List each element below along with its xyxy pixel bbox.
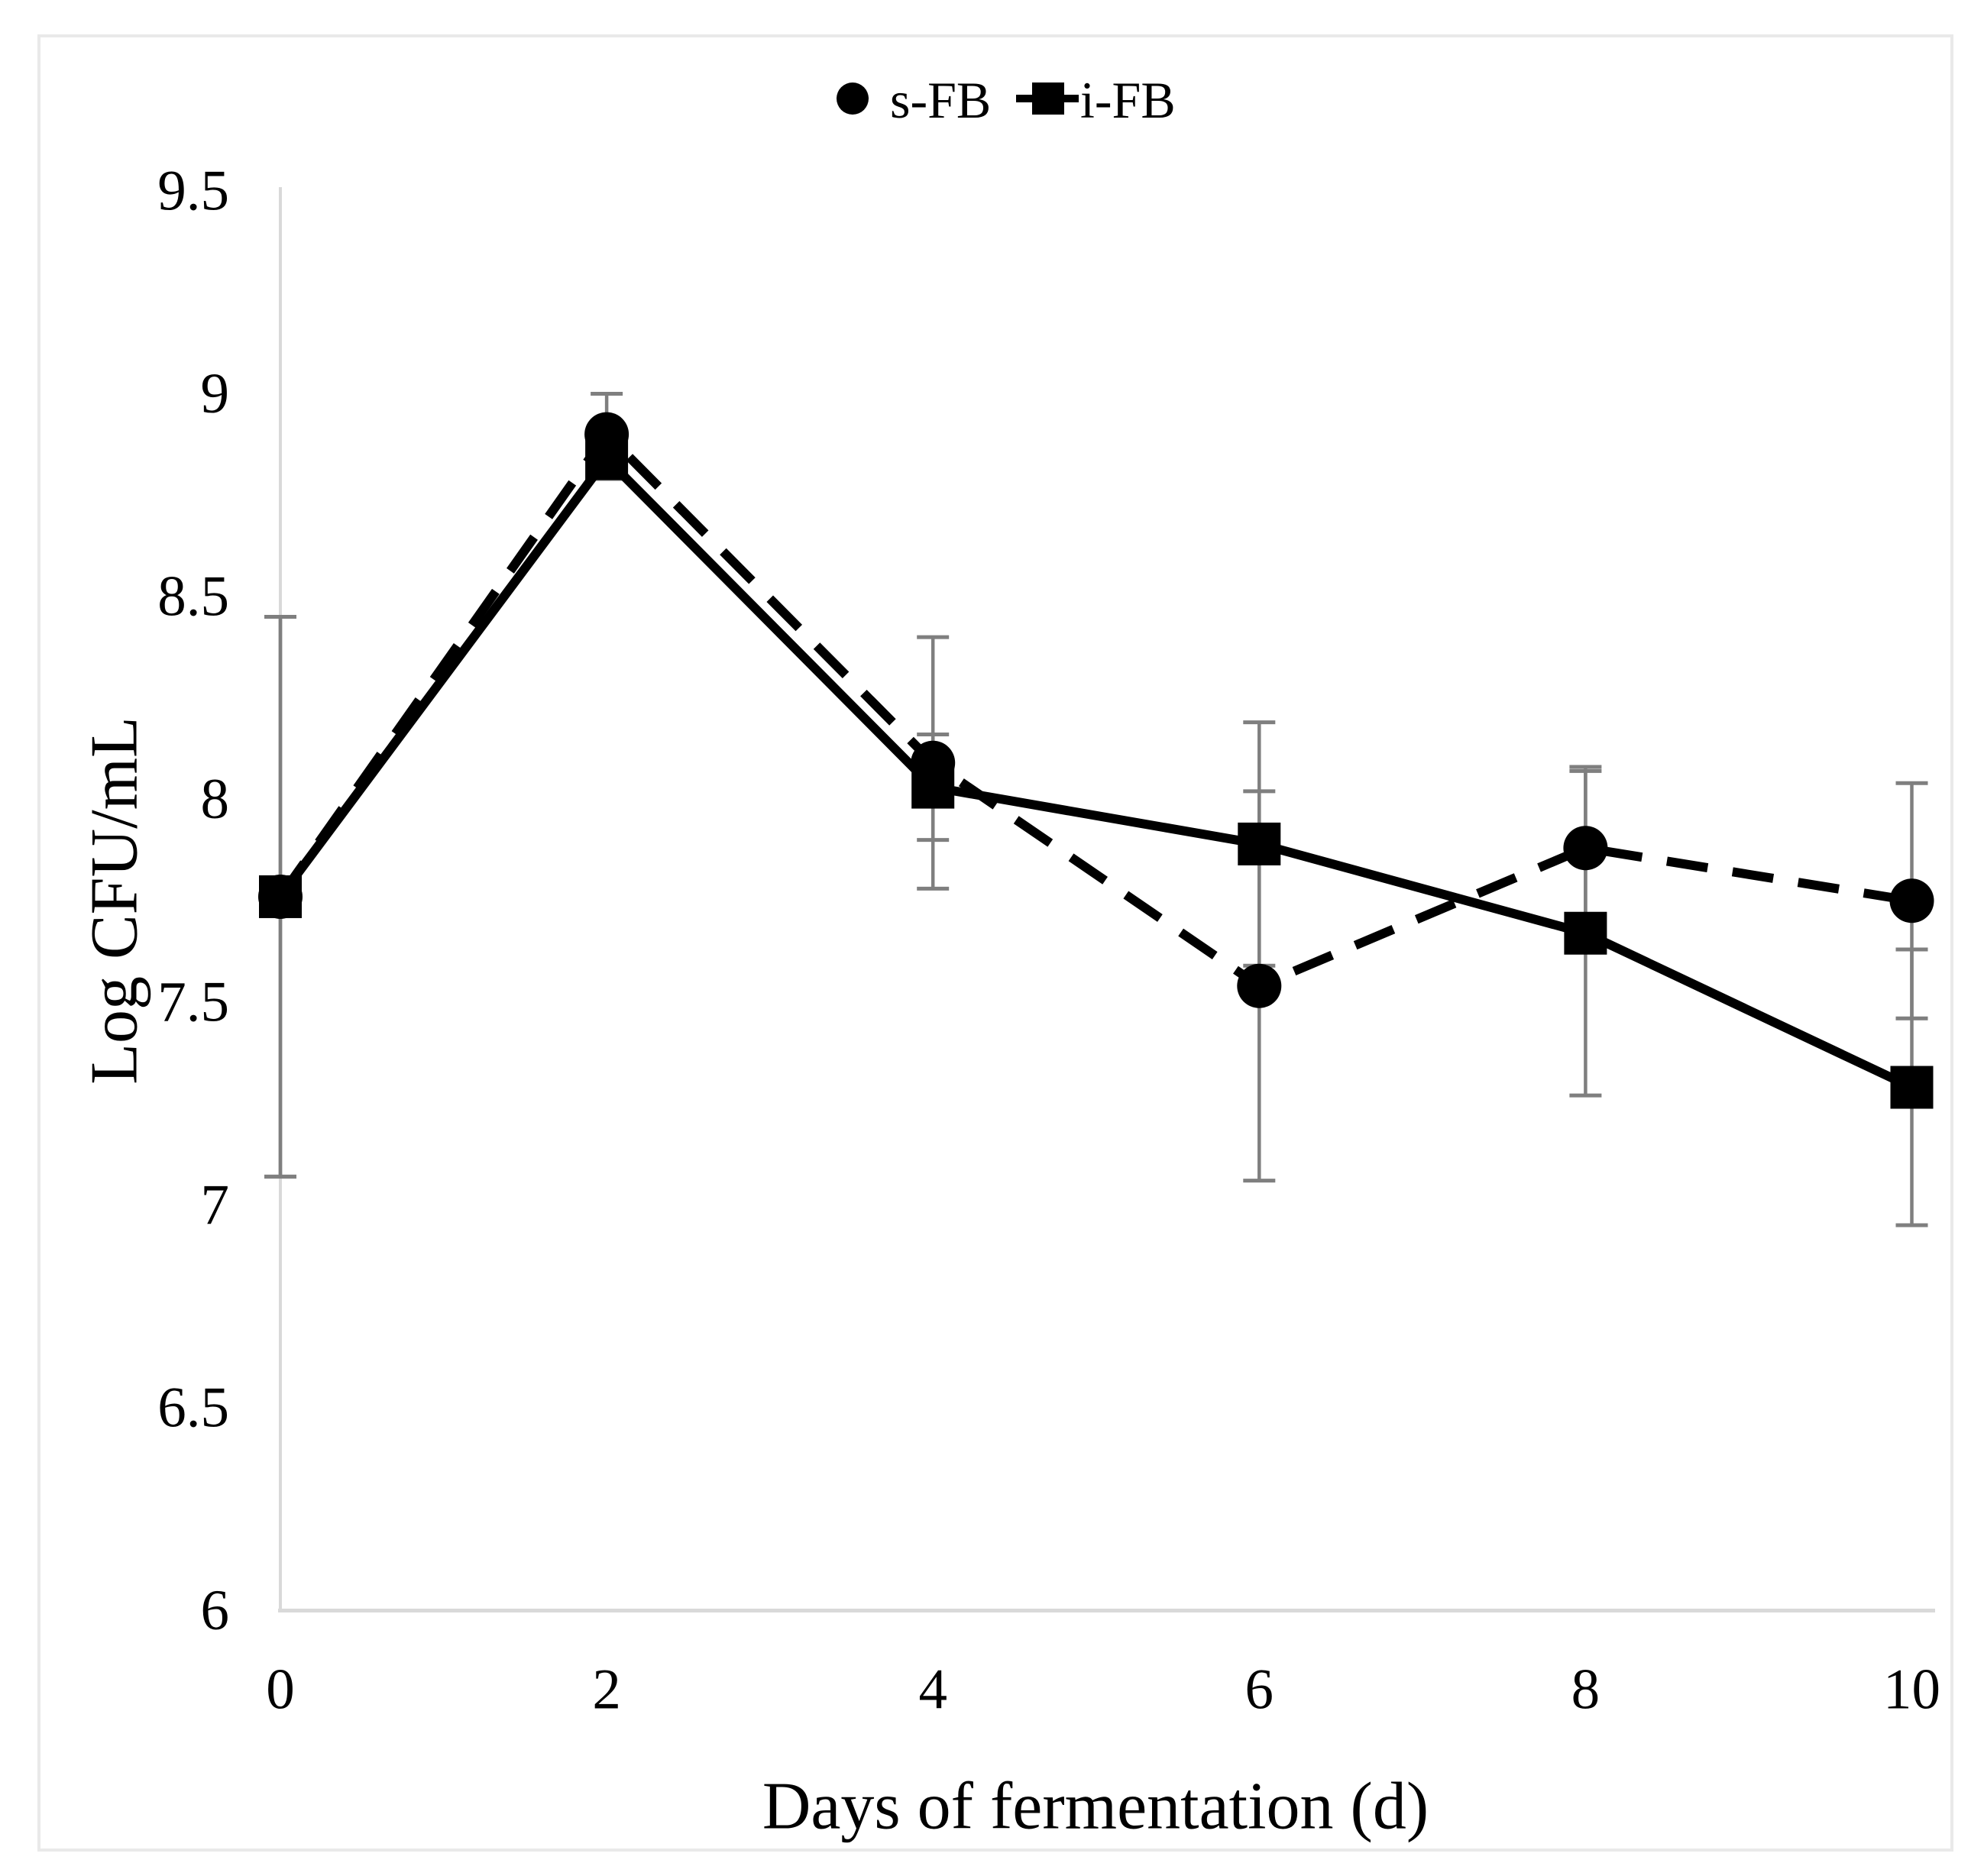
x-tick-label: 4 <box>918 1658 947 1722</box>
y-tick-label: 7 <box>201 1173 230 1237</box>
y-axis-title: Log CFU/mL <box>78 716 152 1085</box>
marker-circle-s-FB <box>1563 826 1608 871</box>
x-tick-labels: 0 2 4 6 8 10 <box>266 1658 1940 1722</box>
x-tick-label: 2 <box>592 1658 621 1722</box>
x-axis-title: Days of fermentation (d) <box>762 1770 1429 1844</box>
series-line-i-FB <box>277 451 1914 1092</box>
figure-border <box>37 34 1953 1852</box>
marker-square-i-FB <box>259 875 302 918</box>
marker-square-i-FB <box>1564 911 1607 955</box>
y-tick-label: 7.5 <box>157 971 229 1034</box>
y-tick-label: 9 <box>201 362 230 425</box>
y-tick-label: 8 <box>201 768 230 831</box>
marker-square-i-FB <box>1238 822 1281 865</box>
y-tick-label: 9.5 <box>157 160 229 223</box>
x-tick-label: 6 <box>1245 1658 1274 1722</box>
y-tick-label: 6.5 <box>157 1376 229 1440</box>
y-tick-label: 8.5 <box>157 565 229 629</box>
legend-label-s-fb: s-FB <box>890 71 991 129</box>
y-tick-label: 6 <box>201 1579 230 1642</box>
series-line-s-FB <box>277 427 1913 991</box>
x-tick-label: 8 <box>1571 1658 1600 1722</box>
marker-square-i-FB <box>585 437 629 480</box>
legend-label-i-fb: i-FB <box>1080 71 1176 129</box>
x-tick-label: 10 <box>1883 1658 1940 1722</box>
legend-circle-marker-icon <box>837 82 869 115</box>
plot-area <box>258 392 1934 1227</box>
x-tick-label: 0 <box>266 1658 295 1722</box>
marker-square-i-FB <box>1890 1066 1934 1109</box>
marker-circle-s-FB <box>1889 878 1934 923</box>
legend-square-marker-icon <box>1032 82 1064 115</box>
marker-circle-s-FB <box>1237 963 1282 1008</box>
marker-square-i-FB <box>911 765 955 809</box>
legend: s-FB i-FB <box>837 71 1176 129</box>
y-tick-labels: 9.5 9 8.5 8 7.5 7 6.5 6 <box>157 160 229 1643</box>
axes <box>278 187 1935 1612</box>
